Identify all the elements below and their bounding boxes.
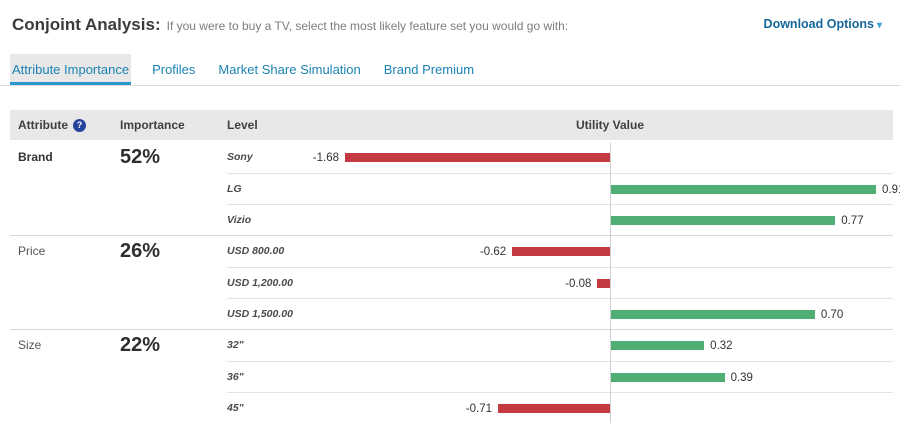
utility-value-label: -0.08	[565, 277, 592, 290]
level-list: Sony -1.68 LG 0.91 Vizio 0.77	[227, 142, 900, 235]
utility-value-label: 0.77	[841, 214, 864, 227]
level-label: 45"	[227, 402, 244, 414]
level-label: 32"	[227, 339, 244, 351]
column-header-attribute: Attribute ?	[10, 118, 120, 132]
level-row: 32" 0.32	[227, 330, 893, 361]
importance-value: 52%	[120, 146, 161, 168]
level-row: Sony -1.68	[227, 142, 893, 173]
table-header-row: Attribute ? Importance Level Utility Val…	[10, 110, 893, 140]
utility-bar	[611, 185, 876, 194]
level-list: USD 800.00 -0.62 USD 1,200.00 -0.08 USD 1,50…	[227, 236, 893, 329]
utility-bar	[345, 153, 610, 162]
utility-value-label: -1.68	[312, 151, 339, 164]
level-label: USD 1,500.00	[227, 308, 293, 320]
page-title: Conjoint Analysis:	[12, 15, 161, 34]
utility-value-header-label: Utility Value	[575, 118, 645, 132]
page-header: Conjoint Analysis: If you were to buy a T…	[0, 0, 900, 38]
importance-value: 22%	[120, 334, 161, 356]
chevron-down-icon: ▾	[876, 20, 882, 31]
level-row: 36" 0.39	[227, 361, 893, 392]
utility-bar-cell: -0.08	[305, 268, 893, 299]
tab-profiles[interactable]: Profiles	[152, 62, 196, 77]
utility-value-label: -0.62	[479, 245, 507, 258]
utility-bar	[611, 373, 725, 382]
utility-bar	[611, 310, 815, 319]
column-header-level-and-utility: Level Utility Value	[227, 110, 893, 140]
utility-value-label: 0.70	[820, 308, 844, 321]
level-label: LG	[227, 183, 242, 195]
importance-value: 26%	[120, 240, 161, 262]
utility-bar-cell: 0.91	[305, 174, 900, 205]
level-row: USD 1,200.00 -0.08	[227, 267, 893, 298]
utility-bar-cell: 0.70	[305, 299, 893, 330]
tab-brand-premium[interactable]: Brand Premium	[383, 62, 475, 77]
utility-bar-cell: -0.71	[305, 393, 893, 424]
level-label: USD 800.00	[227, 245, 285, 257]
tab-market-share-simulation[interactable]: Market Share Simulation	[218, 62, 361, 77]
utility-bar-cell: -0.62	[305, 236, 893, 267]
level-row: 45" -0.71	[227, 392, 893, 423]
utility-value-label: 0.39	[730, 371, 753, 384]
level-label: USD 1,200.00	[227, 277, 293, 289]
utility-bar-cell: -1.68	[305, 142, 893, 173]
utility-bar	[611, 216, 836, 225]
utility-bar	[512, 247, 610, 256]
attribute-name: Brand	[18, 150, 53, 164]
level-label: Vizio	[227, 214, 252, 226]
utility-value-label: 0.32	[710, 339, 733, 352]
attribute-group: Size 22% 32" 0.32 36" 0.39 45" -0.71	[10, 329, 893, 423]
level-row: Vizio 0.77	[227, 204, 893, 235]
tab-attribute-importance[interactable]: Attribute Importance	[10, 54, 132, 85]
table-body: Brand 52% Sony -1.68 LG 0.91 Vizio 0.77 Price 26%…	[10, 142, 900, 423]
utility-bar	[597, 279, 610, 288]
help-icon[interactable]: ?	[73, 118, 86, 132]
level-row: USD 1,500.00 0.70	[227, 298, 893, 329]
level-row: USD 800.00 -0.62	[227, 236, 893, 267]
attribute-name: Size	[18, 338, 42, 352]
download-options-label: Download Options	[763, 17, 874, 31]
utility-value-label: 0.91	[882, 183, 900, 196]
level-label: 36"	[227, 371, 244, 383]
attribute-header-label: Attribute	[18, 118, 68, 132]
level-header-label: Level	[227, 118, 258, 132]
utility-value-label: -0.71	[465, 402, 492, 415]
utility-bar	[498, 404, 610, 413]
utility-bar-cell: 0.39	[305, 362, 893, 393]
utility-bar-cell: 0.77	[305, 205, 893, 236]
level-label: Sony	[227, 151, 253, 163]
utility-bar-cell: 0.32	[305, 330, 893, 361]
conjoint-table: Attribute ? Importance Level Utility Val…	[10, 110, 900, 423]
column-header-importance: Importance	[120, 118, 185, 132]
attribute-group: Price 26% USD 800.00 -0.62 USD 1,200.00 -0.08…	[10, 235, 893, 329]
level-list: 32" 0.32 36" 0.39 45" -0.71	[227, 330, 893, 423]
tab-bar: Attribute Importance Profiles Market Share…	[0, 54, 900, 86]
download-options-button[interactable]: Download Options ▾	[764, 17, 882, 31]
utility-bar	[611, 341, 705, 350]
level-row: LG 0.91	[227, 173, 900, 205]
attribute-name: Price	[18, 244, 46, 258]
attribute-group: Brand 52% Sony -1.68 LG 0.91 Vizio 0.77	[10, 142, 900, 235]
page-subtitle: If you were to buy a TV, select the most…	[166, 19, 569, 33]
utility-axis-line	[610, 143, 611, 423]
